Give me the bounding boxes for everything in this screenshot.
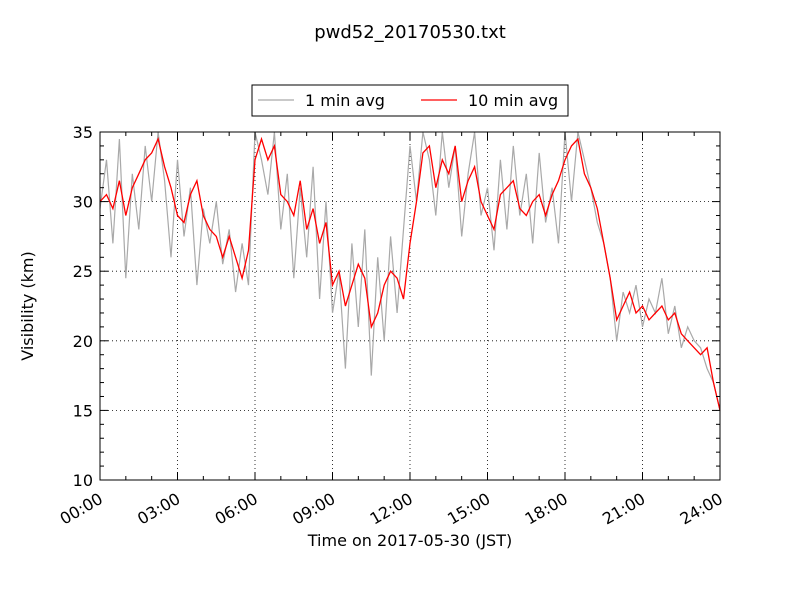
x-tick-label: 15:00	[444, 489, 493, 529]
y-tick-label: 15	[73, 401, 93, 420]
legend: 1 min avg 10 min avg	[251, 84, 569, 117]
x-tick-label: 24:00	[677, 489, 726, 529]
chart-title: pwd52_20170530.txt	[314, 22, 506, 43]
plot-area: 10 15 20 25 30 35 00:00 03:00 06:00 09:00 12:00 15:…	[57, 123, 726, 529]
x-tick-label: 00:00	[57, 489, 106, 529]
x-axis-label: Time on 2017-05-30 (JST)	[307, 531, 512, 550]
legend-label-1min: 1 min avg	[305, 91, 385, 110]
x-tick-label: 06:00	[212, 489, 261, 529]
y-axis-label: Visibility (km)	[18, 251, 37, 360]
legend-box	[251, 84, 569, 117]
x-tick-label: 12:00	[367, 489, 416, 529]
x-tick-label: 21:00	[599, 489, 648, 529]
y-tick-label: 10	[73, 471, 93, 490]
series-line-10min	[99, 136, 721, 411]
y-tick-label: 20	[73, 332, 93, 351]
series-line-1min	[99, 131, 721, 411]
x-tick-label: 18:00	[522, 489, 571, 529]
x-tick-label: 09:00	[289, 489, 338, 529]
x-tick-label: 03:00	[134, 489, 183, 529]
y-tick-label: 35	[73, 123, 93, 142]
y-tick-label: 30	[73, 193, 93, 212]
y-tick-label: 25	[73, 262, 93, 281]
legend-label-10min: 10 min avg	[468, 91, 558, 110]
